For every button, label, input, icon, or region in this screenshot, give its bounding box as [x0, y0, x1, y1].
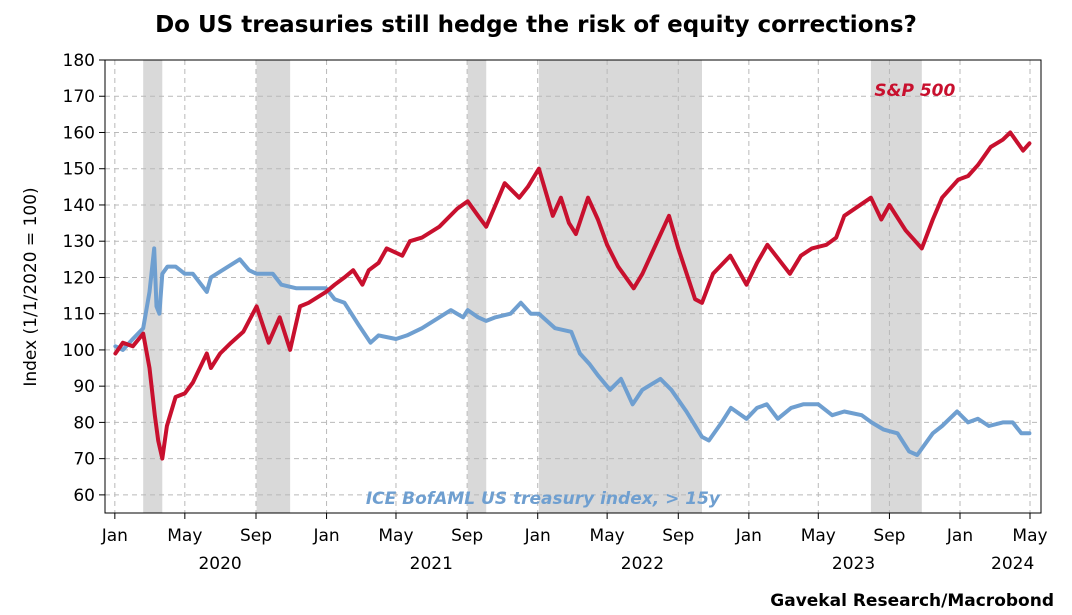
y-tick-label: 60	[73, 486, 95, 506]
chart-title: Do US treasuries still hedge the risk of…	[155, 12, 917, 38]
series-lines	[113, 130, 1032, 461]
x-tick-label: May	[167, 526, 202, 546]
x-tick-label: May	[801, 526, 836, 546]
series-label-sp500: S&P 500	[874, 81, 955, 101]
x-year-label: 2020	[198, 554, 241, 574]
y-axis: 60 70 80 90 100 110 120 130 140 150 160 170 180	[63, 51, 105, 506]
x-year-label: 2022	[621, 554, 664, 574]
shaded-period	[143, 60, 163, 513]
x-tick-label: Jan	[101, 526, 128, 546]
x-year-label: 2021	[410, 554, 453, 574]
x-tick-label: Sep	[662, 526, 694, 546]
plot-frame	[104, 59, 1042, 514]
shaded-periods	[143, 60, 922, 513]
y-tick-label: 100	[63, 341, 95, 361]
x-tick-label: Jan	[312, 526, 339, 546]
y-tick-label: 170	[63, 87, 95, 107]
x-tick-label: Sep	[240, 526, 272, 546]
series-label-treasury: ICE BofAML US treasury index, > 15y	[366, 489, 721, 509]
y-tick-label: 140	[63, 196, 95, 216]
y-tick-label: 70	[73, 450, 95, 470]
y-tick-label: 80	[73, 413, 95, 433]
x-axis: Jan May Sep Jan May Sep Jan May Sep Jan May Sep Jan M…	[101, 513, 1048, 574]
x-tick-label: Jan	[524, 526, 551, 546]
y-tick-label: 130	[63, 232, 95, 252]
x-tick-label: Sep	[873, 526, 905, 546]
source-credit: Gavekal Research/Macrobond	[770, 591, 1054, 611]
series-line-sp500	[113, 130, 1032, 461]
shaded-period	[538, 60, 703, 513]
x-tick-label: May	[378, 526, 413, 546]
x-year-label: 2024	[991, 554, 1034, 574]
x-tick-label: Jan	[946, 526, 973, 546]
y-tick-label: 150	[63, 160, 95, 180]
series-line-treasury	[113, 246, 1032, 457]
shaded-period	[870, 60, 922, 513]
x-year-label: 2023	[832, 554, 875, 574]
y-axis-label: Index (1/1/2020 = 100)	[21, 187, 41, 386]
x-tick-label: Jan	[735, 526, 762, 546]
y-tick-label: 120	[63, 268, 95, 288]
series-labels: S&P 500 ICE BofAML US treasury index, > 1…	[366, 81, 956, 509]
x-tick-label: Sep	[451, 526, 483, 546]
x-tick-label: May	[590, 526, 625, 546]
y-tick-label: 110	[63, 305, 95, 325]
y-tick-label: 180	[63, 51, 95, 71]
y-tick-label: 90	[73, 377, 95, 397]
shaded-period	[467, 60, 487, 513]
x-tick-label: May	[1012, 526, 1047, 546]
y-tick-label: 160	[63, 123, 95, 143]
